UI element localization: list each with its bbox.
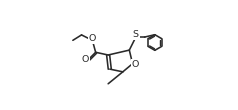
Text: S: S [133, 30, 139, 39]
Text: O: O [89, 34, 96, 43]
Text: O: O [82, 55, 89, 64]
Text: O: O [132, 60, 139, 69]
